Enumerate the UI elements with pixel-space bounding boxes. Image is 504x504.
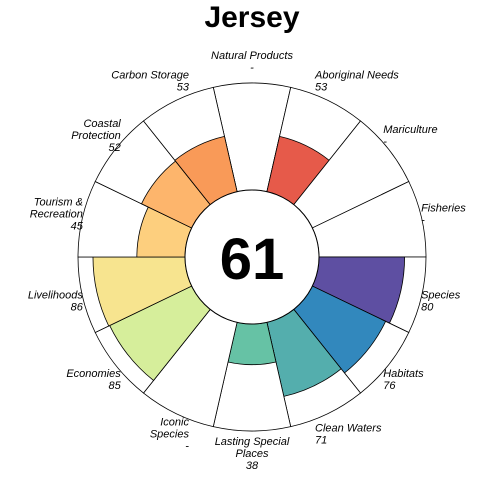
label-value-livelihoods: 86 xyxy=(71,302,84,314)
label-carbon-storage: Carbon Storage 53 xyxy=(111,69,190,93)
label-livelihoods: Livelihoods 86 xyxy=(28,290,84,314)
label-name-clean-waters: Clean Waters xyxy=(315,423,382,435)
label-name-tourism-recreation: Recreation xyxy=(30,208,83,220)
label-habitats: Habitats 76 xyxy=(383,368,424,392)
label-value-lasting-special-places: 38 xyxy=(246,460,259,472)
label-name-livelihoods: Livelihoods xyxy=(28,290,84,302)
label-iconic-species: Iconic Species - xyxy=(150,417,190,453)
label-name-tourism-recreation: Tourism & xyxy=(34,196,83,208)
label-value-fisheries: - xyxy=(421,214,425,226)
label-clean-waters: Clean Waters 71 xyxy=(315,423,382,447)
label-natural-products: Natural Products - xyxy=(211,50,293,74)
label-value-habitats: 76 xyxy=(383,380,396,392)
label-mariculture: Mariculture - xyxy=(383,124,437,148)
label-name-species: Species xyxy=(421,290,461,302)
label-name-aboriginal-needs: Aboriginal Needs xyxy=(314,69,399,81)
label-value-economies: 85 xyxy=(109,380,122,392)
label-aboriginal-needs: Aboriginal Needs 53 xyxy=(314,69,399,93)
center-circle xyxy=(184,189,320,325)
label-coastal-protection: Coastal Protection 52 xyxy=(71,118,121,154)
label-value-tourism-recreation: 45 xyxy=(71,220,84,232)
label-name-carbon-storage: Carbon Storage xyxy=(111,69,189,81)
label-name-economies: Economies xyxy=(66,368,121,380)
label-name-natural-products: Natural Products xyxy=(211,50,293,62)
label-value-iconic-species: - xyxy=(185,441,189,453)
label-name-coastal-protection: Protection xyxy=(71,130,121,142)
center-score: 61 xyxy=(220,227,285,292)
label-economies: Economies 85 xyxy=(66,368,121,392)
label-value-mariculture: - xyxy=(383,136,387,148)
labels-group: Natural Products -Aboriginal Needs 53Maric… xyxy=(28,50,466,472)
label-name-iconic-species: Iconic xyxy=(160,417,189,429)
label-fisheries: Fisheries - xyxy=(421,202,466,226)
label-name-coastal-protection: Coastal xyxy=(83,118,121,130)
label-value-aboriginal-needs: 53 xyxy=(315,81,328,93)
chart-title: Jersey xyxy=(204,1,299,34)
label-name-mariculture: Mariculture xyxy=(383,124,437,136)
label-value-coastal-protection: 52 xyxy=(109,142,121,154)
label-name-lasting-special-places: Lasting Special xyxy=(215,436,290,448)
label-value-species: 80 xyxy=(421,302,434,314)
label-value-clean-waters: 71 xyxy=(315,435,327,447)
label-name-lasting-special-places: Places xyxy=(235,448,269,460)
label-name-iconic-species: Species xyxy=(150,429,190,441)
label-species: Species 80 xyxy=(421,290,461,314)
label-name-fisheries: Fisheries xyxy=(421,202,466,214)
label-value-natural-products: - xyxy=(250,62,254,74)
label-name-habitats: Habitats xyxy=(383,368,424,380)
label-tourism-recreation: Tourism & Recreation 45 xyxy=(30,196,84,232)
petals-group xyxy=(77,82,427,432)
label-value-carbon-storage: 53 xyxy=(177,81,190,93)
label-lasting-special-places: Lasting Special Places 38 xyxy=(215,436,290,472)
